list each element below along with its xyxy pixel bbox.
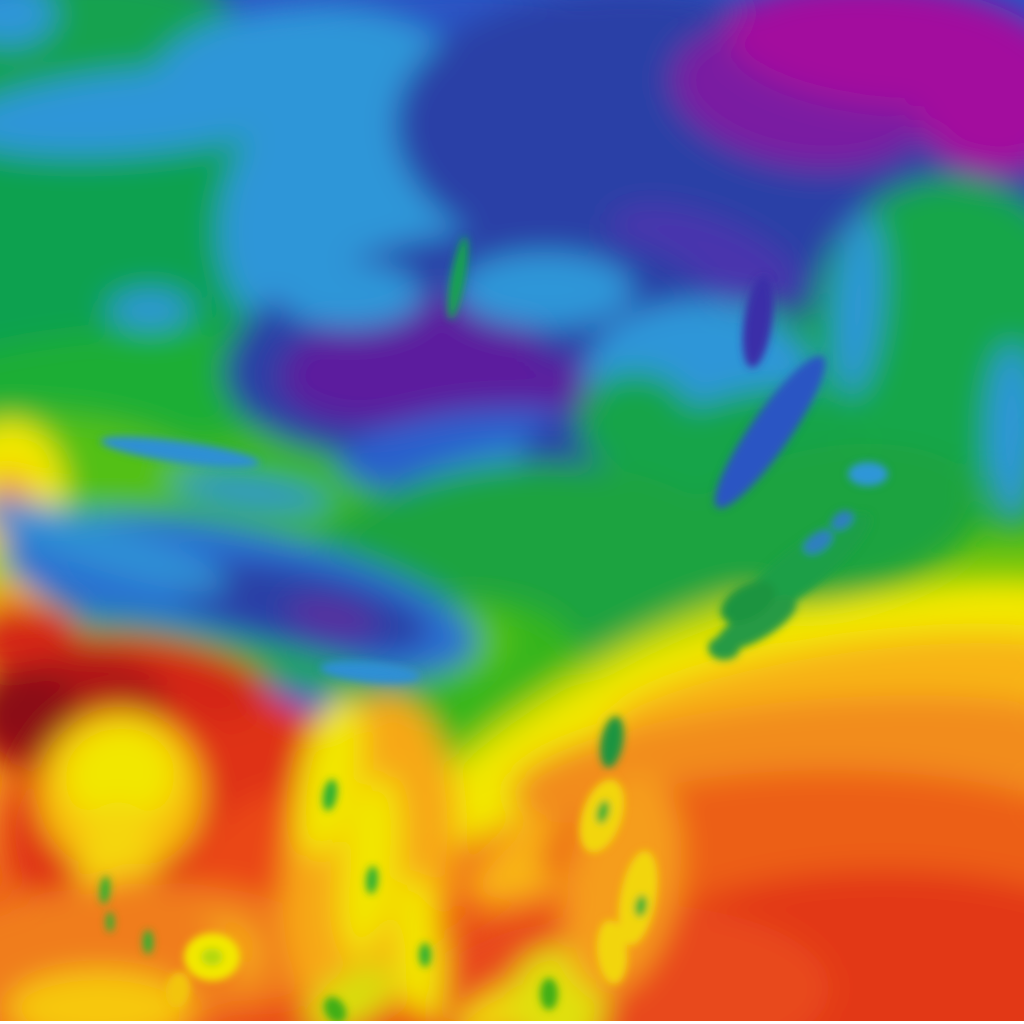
heat-blob bbox=[108, 290, 192, 330]
heat-blob bbox=[610, 205, 800, 305]
heat-blob bbox=[323, 996, 347, 1024]
heat-blob bbox=[296, 696, 364, 858]
heat-blob bbox=[339, 774, 401, 958]
heat-blob bbox=[831, 510, 853, 530]
heat-blob bbox=[320, 661, 420, 683]
heat-blob bbox=[106, 912, 114, 932]
map-edge-strip bbox=[0, 1021, 1024, 1024]
heat-blob bbox=[0, 67, 325, 157]
heat-blob bbox=[278, 262, 422, 328]
heat-blob bbox=[860, 584, 1024, 646]
heat-blob bbox=[742, 276, 774, 368]
heat-blob bbox=[708, 636, 740, 660]
heat-blob bbox=[286, 598, 378, 638]
heat-blob bbox=[419, 943, 431, 967]
heat-blob bbox=[714, 355, 826, 509]
heat-blob bbox=[165, 972, 191, 1008]
heat-blob bbox=[596, 920, 628, 984]
heat-blob bbox=[304, 964, 396, 1024]
heat-blob bbox=[447, 236, 469, 320]
heat-blob bbox=[0, 668, 77, 752]
heat-blob bbox=[64, 724, 176, 826]
heat-blob bbox=[0, 0, 56, 46]
heat-blob bbox=[803, 530, 833, 554]
heat-blob bbox=[986, 343, 1024, 527]
heat-blob bbox=[715, 597, 797, 651]
heat-blob bbox=[832, 213, 884, 397]
heat-blob bbox=[8, 970, 192, 1024]
heat-blob bbox=[0, 499, 228, 593]
heat-blob bbox=[143, 930, 153, 954]
heat-blob bbox=[720, 580, 776, 624]
heat-blob bbox=[913, 17, 1024, 173]
heat-blob bbox=[634, 895, 648, 917]
heat-blob bbox=[540, 978, 558, 1010]
heat-blob bbox=[168, 474, 332, 510]
heat-blob bbox=[99, 876, 111, 904]
heat-blob bbox=[457, 252, 633, 328]
heat-blob bbox=[600, 716, 624, 768]
heat-blob bbox=[322, 779, 338, 811]
heat-blob bbox=[365, 866, 379, 894]
heat-blob bbox=[848, 462, 888, 486]
heat-blob bbox=[596, 800, 610, 824]
heat-blob bbox=[201, 948, 223, 966]
fine-terrain-details bbox=[99, 236, 888, 1024]
heat-blob bbox=[100, 436, 260, 468]
